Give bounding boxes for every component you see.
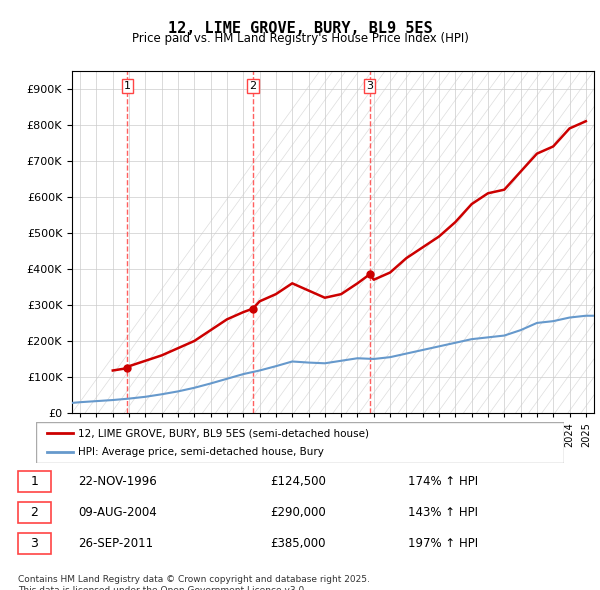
- Text: £385,000: £385,000: [270, 537, 325, 550]
- Text: HPI: Average price, semi-detached house, Bury: HPI: Average price, semi-detached house,…: [78, 447, 324, 457]
- Text: £290,000: £290,000: [270, 506, 326, 519]
- Text: 12, LIME GROVE, BURY, BL9 5ES: 12, LIME GROVE, BURY, BL9 5ES: [167, 21, 433, 35]
- Text: £124,500: £124,500: [270, 475, 326, 489]
- Text: 3: 3: [30, 537, 38, 550]
- Text: 09-AUG-2004: 09-AUG-2004: [78, 506, 157, 519]
- FancyBboxPatch shape: [36, 422, 564, 463]
- Text: 197% ↑ HPI: 197% ↑ HPI: [408, 537, 478, 550]
- FancyBboxPatch shape: [18, 502, 51, 523]
- Text: 3: 3: [366, 81, 373, 91]
- Text: 1: 1: [124, 81, 131, 91]
- Text: 2: 2: [250, 81, 257, 91]
- Text: 174% ↑ HPI: 174% ↑ HPI: [408, 475, 478, 489]
- FancyBboxPatch shape: [18, 471, 51, 492]
- FancyBboxPatch shape: [18, 533, 51, 554]
- Text: 22-NOV-1996: 22-NOV-1996: [78, 475, 157, 489]
- Text: Contains HM Land Registry data © Crown copyright and database right 2025.
This d: Contains HM Land Registry data © Crown c…: [18, 575, 370, 590]
- Text: Price paid vs. HM Land Registry's House Price Index (HPI): Price paid vs. HM Land Registry's House …: [131, 32, 469, 45]
- Text: 12, LIME GROVE, BURY, BL9 5ES (semi-detached house): 12, LIME GROVE, BURY, BL9 5ES (semi-deta…: [78, 428, 369, 438]
- Text: 1: 1: [30, 475, 38, 489]
- Text: 143% ↑ HPI: 143% ↑ HPI: [408, 506, 478, 519]
- Text: 2: 2: [30, 506, 38, 519]
- Text: 26-SEP-2011: 26-SEP-2011: [78, 537, 153, 550]
